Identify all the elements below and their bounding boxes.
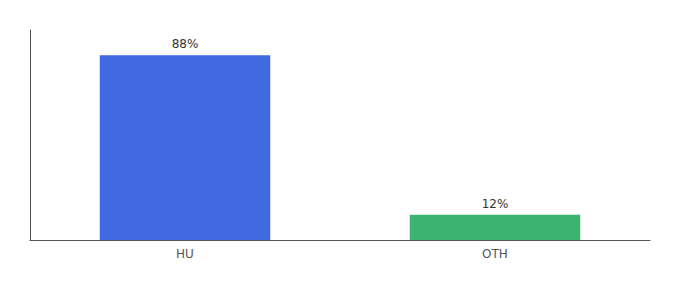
svg-text:88%: 88% [172,37,199,51]
svg-text:12%: 12% [482,197,509,211]
svg-text:HU: HU [176,247,194,261]
svg-text:OTH: OTH [482,247,508,261]
